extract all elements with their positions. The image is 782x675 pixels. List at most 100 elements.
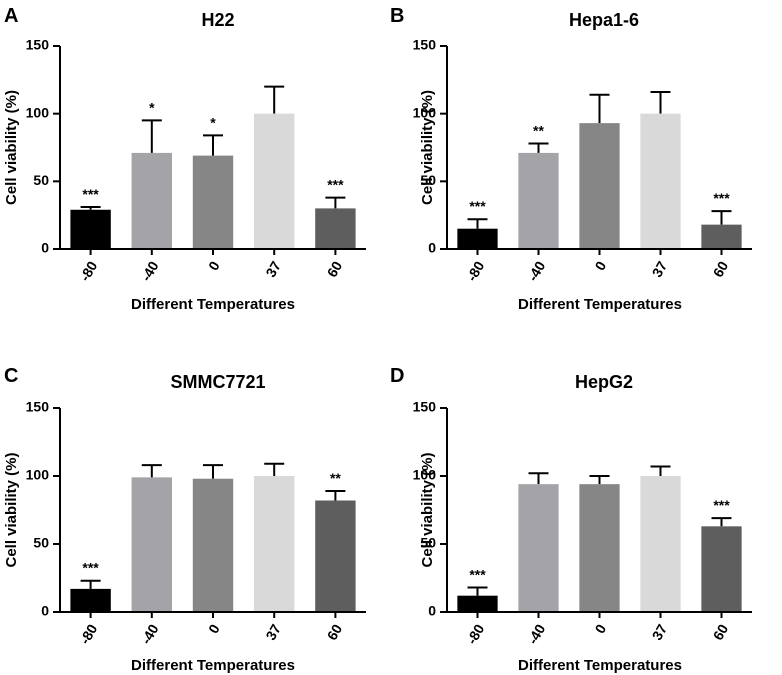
- x-tick-label: -80: [76, 621, 100, 647]
- x-axis-title: Different Temperatures: [131, 657, 295, 674]
- bar--80: [457, 595, 498, 612]
- x-tick-label: -80: [463, 258, 487, 284]
- error-bar: [80, 206, 101, 210]
- bar-0: [579, 123, 620, 249]
- y-tick-label: 100: [413, 104, 437, 120]
- bar-60: [315, 208, 356, 249]
- error-bar: [264, 462, 285, 476]
- x-axis-title: Different Temperatures: [131, 296, 295, 313]
- chart-title: SMMC7721: [170, 372, 265, 392]
- chart-title: Hepa1-6: [569, 10, 639, 30]
- x-tick-label: 0: [205, 621, 223, 636]
- error-bar: [203, 464, 223, 479]
- bar--80: [70, 209, 111, 249]
- y-tick-label: 50: [420, 535, 436, 551]
- y-tick-label: 100: [26, 104, 50, 120]
- y-tick-label: 100: [413, 467, 437, 483]
- bar-37: [254, 476, 295, 612]
- error-bar: [467, 586, 488, 596]
- panel-letter: D: [390, 365, 404, 387]
- error-bar: [467, 218, 488, 229]
- bar-0: [192, 155, 234, 249]
- x-tick-label: -40: [138, 258, 162, 284]
- x-tick-label: 0: [592, 621, 610, 636]
- x-tick-label: 60: [324, 258, 346, 280]
- bar--40: [131, 152, 172, 249]
- error-bar: [711, 210, 732, 225]
- bar-37: [254, 113, 295, 250]
- significance-label: ***: [469, 567, 486, 583]
- error-bar: [650, 91, 671, 114]
- y-tick-label: 150: [26, 399, 50, 415]
- bar--80: [70, 588, 111, 612]
- error-bar: [711, 517, 732, 527]
- significance-label: *: [210, 114, 216, 130]
- x-tick-label: 60: [710, 258, 732, 280]
- error-bar: [80, 579, 101, 589]
- error-bar: [589, 475, 610, 485]
- y-tick-label: 150: [413, 37, 437, 53]
- bar-60: [315, 500, 356, 612]
- bar-37: [640, 113, 681, 250]
- y-tick-label: 50: [33, 535, 49, 551]
- y-tick-label: 50: [33, 172, 49, 188]
- significance-label: ***: [82, 560, 99, 576]
- y-tick-label: 50: [420, 172, 436, 188]
- chart-panel-a: A H22 Cell viability (%) Different Temperat…: [3, 5, 366, 313]
- error-bar: [325, 489, 346, 501]
- x-tick-label: 60: [710, 621, 732, 643]
- bar-60: [701, 526, 742, 612]
- x-tick-label: -40: [138, 621, 162, 647]
- y-tick-label: 150: [26, 37, 50, 53]
- y-axis-title: Cell viability (%): [419, 452, 436, 567]
- y-tick-label: 0: [41, 603, 49, 619]
- x-tick-label: 37: [262, 621, 284, 643]
- x-tick-label: 37: [262, 258, 284, 280]
- significance-label: ***: [469, 198, 486, 214]
- chart-title: H22: [201, 10, 234, 30]
- error-bar: [589, 93, 610, 124]
- chart-panel-d: D HepG2 Cell viability (%) Different Temper…: [390, 365, 752, 674]
- x-tick-label: -80: [76, 258, 100, 284]
- error-bar: [141, 464, 162, 478]
- significance-label: ***: [713, 497, 730, 513]
- x-tick-label: -40: [524, 258, 548, 284]
- bar-60: [701, 224, 742, 249]
- x-axis-title: Different Temperatures: [518, 657, 682, 674]
- x-tick-label: 0: [205, 258, 223, 273]
- chart-panel-b: B Hepa1-6 Cell viability (%) Different Temp…: [390, 5, 752, 313]
- error-bar: [141, 119, 162, 153]
- significance-label: ***: [82, 186, 99, 202]
- error-bar: [528, 142, 549, 153]
- x-tick-label: 60: [324, 621, 346, 643]
- panel-letter: B: [390, 5, 404, 27]
- bar-37: [640, 476, 681, 612]
- chart-panel-c: C SMMC7721 Cell viability (%) Different Tem…: [3, 365, 366, 674]
- bar--40: [518, 152, 559, 249]
- x-axis-title: Different Temperatures: [518, 296, 682, 313]
- significance-label: *: [149, 99, 155, 115]
- error-bar: [325, 196, 346, 209]
- bar--40: [131, 477, 172, 612]
- y-axis-title: Cell viability (%): [3, 90, 20, 205]
- error-bar: [650, 465, 671, 476]
- chart-title: HepG2: [575, 372, 633, 392]
- panel-letter: A: [4, 5, 18, 27]
- x-tick-label: 37: [649, 258, 671, 280]
- x-tick-label: 0: [592, 258, 610, 273]
- y-tick-label: 100: [26, 467, 50, 483]
- bar--80: [457, 228, 498, 249]
- x-tick-label: 37: [649, 621, 671, 643]
- y-tick-label: 0: [428, 240, 436, 256]
- bar-0: [579, 484, 620, 612]
- bar-0: [192, 478, 234, 612]
- bar--40: [518, 484, 559, 612]
- y-axis-title: Cell viability (%): [419, 90, 436, 205]
- significance-label: ***: [327, 177, 344, 193]
- y-axis-title: Cell viability (%): [3, 452, 20, 567]
- significance-label: **: [330, 470, 341, 486]
- significance-label: **: [533, 122, 544, 138]
- y-tick-label: 0: [428, 603, 436, 619]
- error-bar: [264, 85, 285, 114]
